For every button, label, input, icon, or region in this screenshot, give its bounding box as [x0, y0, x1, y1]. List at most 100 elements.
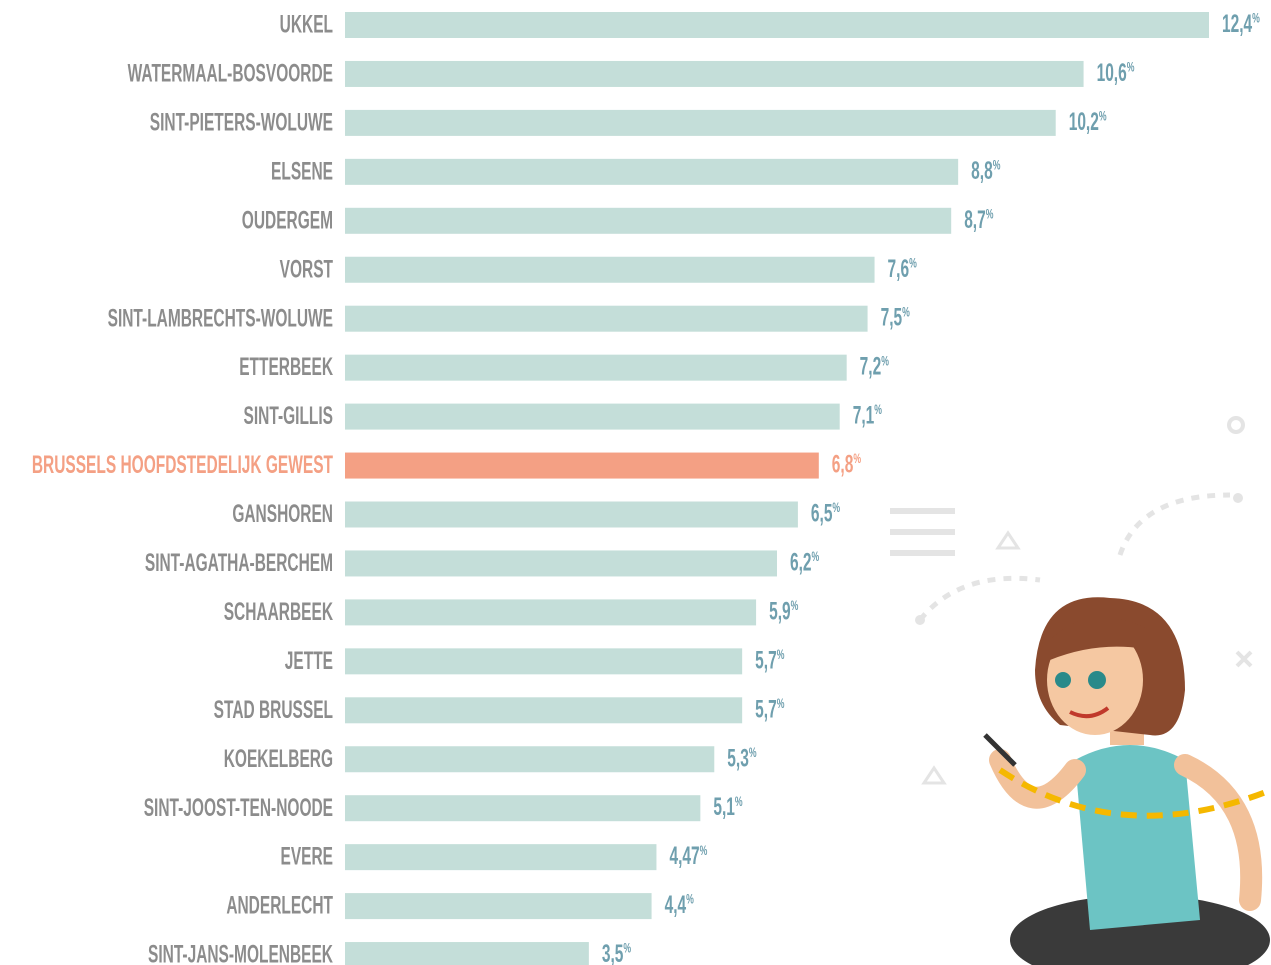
bar — [345, 844, 657, 871]
value-label-group: 6,2% — [790, 549, 820, 577]
category-label: JETTE — [285, 647, 333, 675]
category-label-group: ETTERBEEK — [239, 354, 333, 382]
category-label-group: SINT-GILLIS — [244, 403, 334, 431]
value-number: 7,5 — [881, 305, 903, 333]
category-label-group: GANSHOREN — [232, 500, 333, 528]
category-label-group: SINT-JANS-MOLENBEEK — [148, 941, 333, 965]
value-label-group: 6,5% — [811, 500, 841, 528]
category-label: SINT-AGATHA-BERCHEM — [145, 549, 333, 577]
value-label-group: 5,7% — [755, 696, 785, 724]
category-label-group: BRUSSELS HOOFDSTEDELIJK GEWEST — [32, 452, 333, 480]
value-number: 4,47 — [669, 843, 699, 871]
value-number: 8,8 — [971, 158, 993, 186]
category-label-group: VORST — [280, 256, 334, 284]
bar — [345, 354, 847, 381]
value-number: 4,4 — [665, 892, 687, 920]
value-label-group: 10,6% — [1097, 60, 1135, 88]
value-label: 6,2% — [790, 549, 820, 577]
category-label-group: SINT-PIETERS-WOLUWE — [150, 109, 333, 137]
value-unit: % — [832, 500, 840, 516]
value-number: 5,3 — [727, 745, 749, 773]
category-label-group: KOEKELBERG — [224, 745, 333, 773]
value-label: 10,6% — [1097, 60, 1135, 88]
value-number: 5,9 — [769, 598, 791, 626]
bar — [345, 648, 743, 675]
value-label: 10,2% — [1069, 109, 1107, 137]
category-label: ANDERLECHT — [226, 892, 333, 920]
value-unit: % — [700, 843, 708, 859]
category-label-group: OUDERGEM — [242, 207, 333, 235]
category-label: UKKEL — [280, 11, 334, 39]
category-label-group: SINT-AGATHA-BERCHEM — [145, 549, 333, 577]
value-label-group: 4,4% — [665, 892, 695, 920]
value-unit: % — [853, 451, 861, 467]
bar — [345, 746, 715, 773]
category-label: GANSHOREN — [232, 500, 333, 528]
bar — [345, 109, 1056, 136]
value-label-group: 7,5% — [881, 304, 911, 332]
value-unit: % — [902, 304, 910, 320]
illustration — [983, 597, 1271, 965]
value-label: 5,3% — [727, 745, 757, 773]
category-label-group: STAD BRUSSEL — [214, 696, 334, 724]
category-label: EVERE — [280, 843, 333, 871]
value-label: 7,5% — [881, 304, 911, 332]
value-number: 6,2 — [790, 549, 812, 577]
value-number: 5,7 — [755, 647, 777, 675]
value-unit: % — [749, 745, 757, 761]
value-unit: % — [986, 206, 994, 222]
value-label-group: 8,7% — [964, 206, 994, 234]
value-number: 6,5 — [811, 500, 833, 528]
value-number: 8,7 — [964, 207, 986, 235]
value-unit: % — [777, 647, 785, 663]
category-label: ELSENE — [271, 158, 333, 186]
value-label-group: 7,6% — [888, 255, 918, 283]
bar — [345, 501, 798, 528]
value-label-group: 5,7% — [755, 647, 785, 675]
bar — [345, 795, 701, 822]
value-unit: % — [1099, 109, 1107, 125]
value-label: 5,9% — [769, 598, 799, 626]
value-unit: % — [735, 794, 743, 810]
value-number: 7,6 — [888, 256, 910, 284]
category-label: VORST — [280, 256, 334, 284]
bar — [345, 158, 959, 185]
value-number: 3,5 — [602, 941, 624, 965]
value-unit: % — [791, 598, 799, 614]
category-label-group: WATERMAAL-BOSVOORDE — [128, 60, 333, 88]
category-label-group: EVERE — [280, 843, 333, 871]
value-unit: % — [686, 892, 694, 908]
value-label: 4,47% — [669, 843, 707, 871]
value-label-group: 5,1% — [713, 794, 743, 822]
value-label: 7,2% — [860, 353, 890, 381]
value-label-group: 4,47% — [669, 843, 707, 871]
value-unit: % — [1127, 60, 1135, 76]
decoration — [890, 416, 1253, 785]
bar — [345, 893, 652, 920]
category-label-group: SCHAARBEEK — [224, 598, 333, 626]
category-label-group: UKKEL — [280, 11, 334, 39]
category-label: SINT-LAMBRECHTS-WOLUWE — [108, 305, 333, 333]
value-label-group: 5,3% — [727, 745, 757, 773]
bar — [345, 599, 757, 626]
value-number: 5,1 — [713, 794, 735, 822]
category-label-group: JETTE — [285, 647, 333, 675]
value-number: 10,6 — [1097, 60, 1127, 88]
value-label: 8,7% — [964, 206, 994, 234]
category-label-group: SINT-LAMBRECHTS-WOLUWE — [108, 305, 333, 333]
value-label-group: 10,2% — [1069, 109, 1107, 137]
bar — [345, 60, 1084, 87]
value-label-group: 6,8% — [832, 451, 862, 479]
bar — [345, 452, 819, 479]
value-label: 7,6% — [888, 255, 918, 283]
value-number: 10,2 — [1069, 109, 1099, 137]
bar — [345, 403, 840, 430]
value-label: 5,7% — [755, 696, 785, 724]
category-label: SINT-GILLIS — [244, 403, 334, 431]
bar — [345, 12, 1209, 38]
value-unit: % — [874, 402, 882, 418]
bar — [345, 942, 589, 965]
category-label: SINT-JOOST-TEN-NOODE — [144, 794, 333, 822]
bar — [345, 550, 777, 577]
bar — [345, 697, 743, 724]
